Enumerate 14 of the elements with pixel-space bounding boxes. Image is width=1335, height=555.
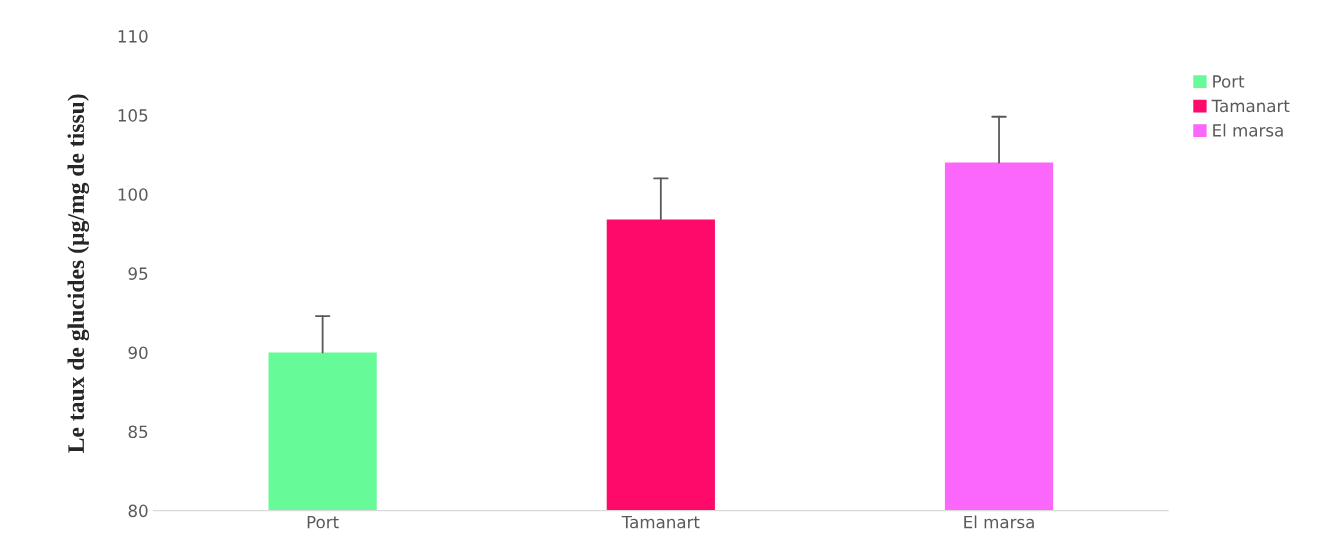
y-tick-label: 100 — [118, 188, 148, 201]
x-tick-label: El marsa — [964, 515, 1034, 529]
y-axis-title: Le taux de glucides (µg/mg de tissu) — [67, 94, 90, 453]
y-tick-label: 110 — [118, 30, 148, 43]
x-tick-label: Port — [307, 515, 339, 529]
legend-label: Tamanart — [1211, 99, 1290, 113]
y-tick-label: 85 — [128, 425, 148, 439]
x-tick-label: Tamanart — [621, 515, 700, 529]
legend-label: El marsa — [1213, 123, 1283, 137]
y-tick-label: 95 — [128, 267, 148, 280]
y-tick-label: 80 — [128, 504, 148, 518]
legend-label: Port — [1213, 75, 1245, 88]
y-tick-label: 105 — [118, 109, 148, 122]
y-tick-label: 90 — [128, 346, 148, 359]
